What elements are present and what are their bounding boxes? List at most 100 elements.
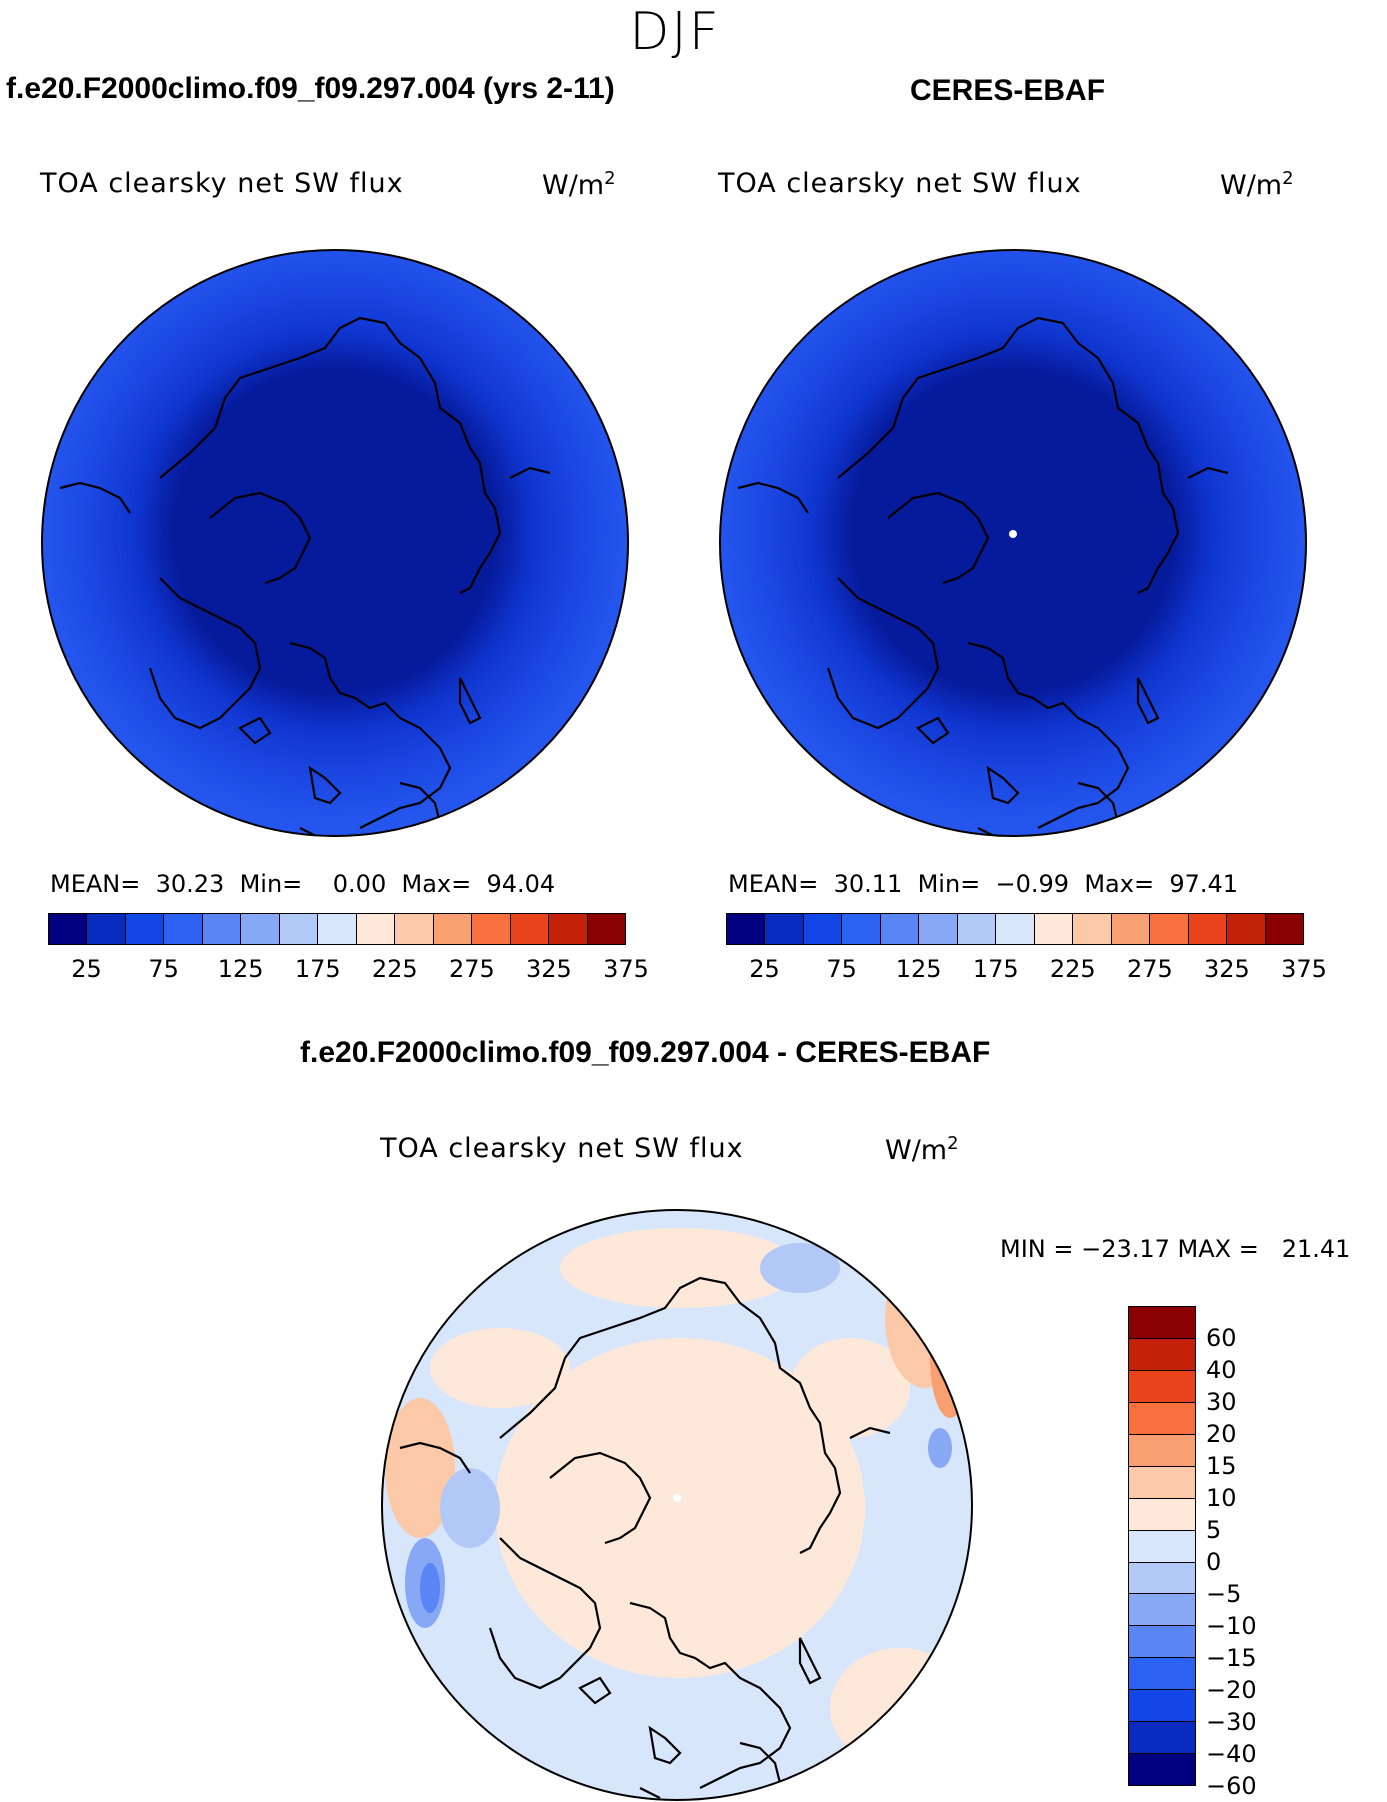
model-colorbar-segment [587, 914, 626, 944]
model-colorbar-tick-label: 25 [71, 955, 102, 983]
diff-colorbar-tick-label: 40 [1206, 1356, 1237, 1384]
obs-colorbar-tick-label: 225 [1049, 955, 1096, 983]
diff-colorbar-segment [1129, 1530, 1195, 1563]
obs-colorbar-segment [1034, 914, 1074, 944]
diff-colorbar-segment [1129, 1562, 1195, 1595]
model-colorbar-segment [164, 914, 203, 944]
diff-colorbar-tick-label: 60 [1206, 1324, 1237, 1352]
obs-units-text: W/m [1220, 170, 1283, 201]
obs-colorbar [726, 913, 1304, 945]
obs-colorbar-segment [919, 914, 958, 944]
diff-colorbar-tick-label: 15 [1206, 1452, 1237, 1480]
model-colorbar-tick-label: 125 [217, 955, 264, 983]
model-colorbar [48, 913, 626, 945]
model-colorbar-segment [510, 914, 550, 944]
obs-colorbar-tick-label: 375 [1281, 955, 1327, 983]
diff-colorbar-segment [1129, 1307, 1195, 1339]
obs-colorbar-ticks: 25 75 125 175 225 275 325 375 [726, 955, 1327, 985]
model-colorbar-segment [433, 914, 473, 944]
obs-colorbar-segment [1150, 914, 1189, 944]
model-colorbar-segment [202, 914, 242, 944]
diff-units: W/m2 [885, 1133, 959, 1166]
obs-colorbar-tick-label: 325 [1204, 955, 1250, 983]
diff-colorbar-tick-label: 30 [1206, 1388, 1237, 1416]
diff-colorbar-segment [1129, 1594, 1195, 1627]
diff-colorbar-tick-label: 0 [1206, 1548, 1222, 1576]
obs-field-label: TOA clearsky net SW flux [718, 168, 1082, 199]
model-case-title: f.e20.F2000climo.f09_f09.297.004 (yrs 2-… [6, 72, 615, 105]
diff-stats: MIN = −23.17 MAX = 21.41 [1000, 1235, 1351, 1263]
model-colorbar-segment [87, 914, 126, 944]
diff-colorbar-tick-label: 20 [1206, 1420, 1237, 1448]
season-title: DJF [629, 2, 721, 62]
diff-colorbar-tick-label: 5 [1206, 1516, 1222, 1544]
obs-colorbar-segment [1188, 914, 1228, 944]
diff-colorbar-tick-label: −20 [1206, 1676, 1257, 1704]
model-polar-map [41, 249, 629, 837]
diff-colorbar-segment [1129, 1498, 1195, 1531]
model-colorbar-tick-label: 175 [294, 955, 341, 983]
obs-colorbar-tick-label: 25 [749, 955, 780, 983]
obs-colorbar-tick-label: 125 [895, 955, 942, 983]
obs-pole-missing-point [1009, 530, 1017, 538]
obs-map-border [719, 249, 1307, 837]
obs-colorbar-segment [765, 914, 804, 944]
obs-colorbar-tick-label: 175 [972, 955, 1019, 983]
diff-colorbar-tick-label: −15 [1206, 1644, 1257, 1672]
diff-colorbar [1128, 1306, 1196, 1786]
model-colorbar-tick-label: 375 [603, 955, 649, 983]
model-stats: MEAN= 30.23 Min= 0.00 Max= 94.04 [50, 870, 556, 898]
model-units-sup: 2 [604, 168, 616, 189]
diff-colorbar-segment [1129, 1626, 1195, 1659]
diff-pole-missing-point [673, 1494, 681, 1502]
obs-colorbar-segment [1111, 914, 1151, 944]
model-colorbar-segment [549, 914, 588, 944]
diff-units-sup: 2 [947, 1133, 959, 1154]
model-colorbar-segment [395, 914, 434, 944]
diff-polar-map [381, 1209, 973, 1801]
model-colorbar-tick-label: 75 [148, 955, 179, 983]
diff-colorbar-segment [1129, 1754, 1195, 1786]
diff-colorbar-tick-label: −60 [1206, 1772, 1257, 1800]
diff-colorbar-segment [1129, 1690, 1195, 1723]
model-colorbar-segment [356, 914, 396, 944]
diff-colorbar-segment [1129, 1434, 1195, 1467]
model-colorbar-tick-label: 225 [371, 955, 418, 983]
diff-colorbar-tick-label: −5 [1206, 1580, 1242, 1608]
obs-colorbar-segment [1227, 914, 1266, 944]
model-colorbar-segment [318, 914, 357, 944]
diff-colorbar-segment [1129, 1402, 1195, 1435]
model-colorbar-segment [279, 914, 319, 944]
obs-colorbar-segment [880, 914, 920, 944]
model-colorbar-segment [472, 914, 511, 944]
diff-colorbar-segment [1129, 1370, 1195, 1403]
diff-colorbar-segment [1129, 1338, 1195, 1371]
obs-colorbar-segment [842, 914, 881, 944]
obs-colorbar-segment [1265, 914, 1304, 944]
diff-colorbar-tick-label: −30 [1206, 1708, 1257, 1736]
model-colorbar-segment [125, 914, 165, 944]
diff-coastlines [399, 1276, 891, 1799]
obs-polar-map [719, 249, 1307, 837]
model-colorbar-tick-label: 325 [526, 955, 572, 983]
model-field-label: TOA clearsky net SW flux [40, 168, 404, 199]
obs-colorbar-segment [1073, 914, 1112, 944]
model-colorbar-segment [49, 914, 88, 944]
obs-colorbar-segment [996, 914, 1035, 944]
diff-colorbar-segment [1129, 1722, 1195, 1755]
obs-coastlines [737, 316, 1229, 836]
obs-map-disc [720, 250, 1306, 836]
obs-units: W/m2 [1220, 168, 1294, 201]
diff-colorbar-tick-label: −40 [1206, 1740, 1257, 1768]
obs-stats: MEAN= 30.11 Min= −0.99 Max= 97.41 [728, 870, 1239, 898]
model-map-border [41, 249, 629, 837]
model-units: W/m2 [542, 168, 616, 201]
diff-colorbar-segment [1129, 1658, 1195, 1691]
obs-colorbar-segment [803, 914, 843, 944]
model-units-text: W/m [542, 170, 605, 201]
obs-colorbar-tick-label: 75 [826, 955, 857, 983]
model-coastlines [59, 316, 551, 836]
diff-colorbar-segment [1129, 1466, 1195, 1499]
model-map-disc [42, 250, 628, 836]
model-colorbar-ticks: 25 75 125 175 225 275 325 375 [48, 955, 649, 985]
